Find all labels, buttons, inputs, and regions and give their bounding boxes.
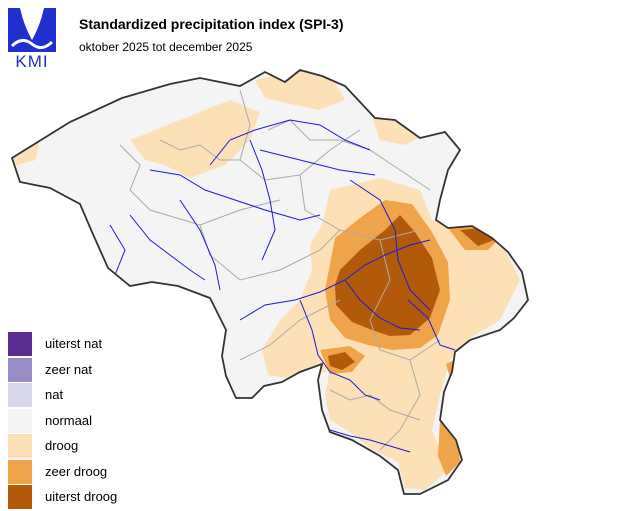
kmi-logo (8, 8, 56, 52)
legend-label: zeer nat (45, 361, 92, 377)
legend-swatch (8, 357, 32, 382)
legend-swatch (8, 434, 32, 458)
legend-label: droog (45, 438, 79, 453)
legend-swatch (8, 459, 32, 484)
legend-swatch (8, 408, 32, 433)
legend-swatch (8, 332, 32, 356)
legend-label: uiterst droog (45, 489, 118, 504)
logo-text: KMI (15, 52, 49, 71)
legend-label: uiterst nat (45, 336, 103, 351)
legend-label: zeer droog (45, 463, 108, 479)
rivers (109, 119, 456, 453)
legend-label: normaal (45, 412, 92, 428)
map-subtitle: oktober 2025 tot december 2025 (79, 40, 253, 54)
legend-swatch (8, 383, 32, 407)
legend-swatch (8, 485, 32, 509)
legend-label: nat (45, 387, 64, 402)
map-title: Standardized precipitation index (SPI-3) (79, 16, 344, 32)
